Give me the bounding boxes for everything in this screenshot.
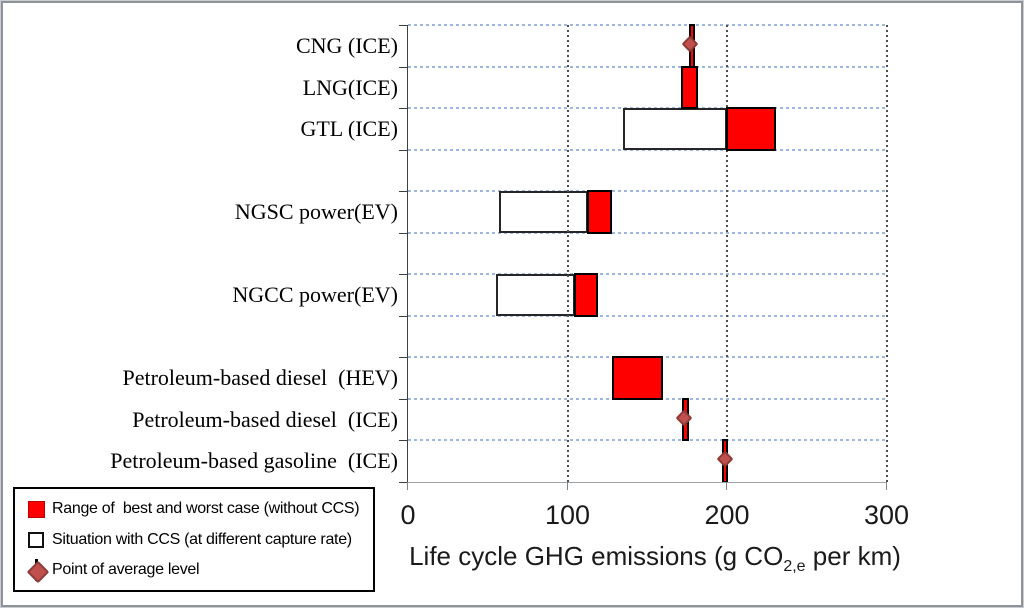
- average-point-icon: [26, 558, 50, 584]
- red-square-icon: [26, 498, 46, 520]
- x-tick-label: 100: [544, 500, 591, 530]
- ccs-bar: [623, 108, 727, 150]
- avg-point-marker: [675, 409, 693, 427]
- x-axis-title: Life cycle GHG emissions (g CO2,e per km…: [355, 541, 955, 575]
- h-gridline: [408, 273, 887, 276]
- avg-point-marker: [681, 35, 699, 53]
- category-label: NGCC power(EV): [232, 282, 398, 308]
- h-gridline: [408, 314, 887, 317]
- v-gridline: [566, 25, 569, 482]
- v-gridline: [726, 25, 728, 482]
- y-axis-tick: [399, 357, 407, 359]
- category-label: CNG (ICE): [295, 33, 398, 58]
- category-label: Petroleum-based gasoline (ICE): [110, 448, 398, 474]
- x-tick-label: 200: [704, 500, 750, 530]
- legend-item-average: Point of average level: [26, 558, 373, 584]
- x-tick-label: 0: [400, 500, 416, 530]
- h-gridline: [408, 231, 887, 234]
- ccs-bar: [498, 191, 589, 233]
- y-axis-tick: [399, 108, 407, 110]
- y-axis-tick: [399, 232, 407, 234]
- y-axis-tick: [399, 25, 407, 26]
- category-label: GTL (ICE): [300, 116, 398, 142]
- h-gridline: [408, 65, 887, 68]
- range-bar: [573, 273, 598, 317]
- legend-item-ccs: Situation with CCS (at different capture…: [26, 528, 373, 552]
- category-label: Petroleum-based diesel (HEV): [122, 365, 398, 391]
- range-bar: [725, 107, 777, 151]
- v-gridline: [885, 25, 888, 482]
- x-axis-tick: [407, 482, 408, 490]
- y-axis-tick: [399, 149, 407, 151]
- x-axis-tick: [885, 482, 887, 490]
- category-label: Petroleum-based diesel (ICE): [132, 406, 398, 432]
- x-axis-title-prefix: Life cycle GHG emissions (g CO: [409, 541, 784, 571]
- x-axis-tick: [726, 482, 727, 490]
- y-axis-tick: [399, 274, 407, 276]
- legend: Range of best and worst case (without CC…: [13, 487, 375, 592]
- white-square-icon: [26, 529, 46, 551]
- category-label: LNG(ICE): [302, 74, 398, 100]
- x-axis-line: [407, 482, 887, 483]
- x-axis-title-suffix: per km): [805, 541, 901, 571]
- y-axis-line: [407, 25, 408, 482]
- y-axis-tick: [399, 191, 407, 193]
- range-bar: [680, 65, 699, 110]
- x-tick-label: 300: [863, 500, 910, 530]
- x-axis-title-subscript: 2,e: [783, 558, 806, 575]
- h-gridline: [408, 190, 887, 193]
- legend-item-range: Range of best and worst case (without CC…: [26, 497, 373, 521]
- legend-label: Range of best and worst case (without CC…: [52, 500, 360, 518]
- h-gridline: [408, 24, 887, 26]
- range-bar: [612, 356, 664, 400]
- avg-point-marker: [716, 450, 734, 468]
- h-gridline: [408, 439, 887, 442]
- h-gridline: [408, 148, 887, 151]
- legend-label: Point of average level: [52, 560, 200, 578]
- x-axis-tick: [566, 482, 568, 490]
- y-axis-tick: [399, 66, 407, 68]
- y-axis-tick: [399, 482, 407, 483]
- range-bar: [586, 190, 613, 234]
- y-axis-tick: [399, 398, 407, 400]
- y-axis-tick: [399, 440, 407, 442]
- y-axis-tick: [399, 315, 407, 317]
- ccs-bar: [495, 274, 576, 316]
- category-label: NGSC power(EV): [234, 199, 398, 225]
- legend-label: Situation with CCS (at different capture…: [52, 530, 352, 548]
